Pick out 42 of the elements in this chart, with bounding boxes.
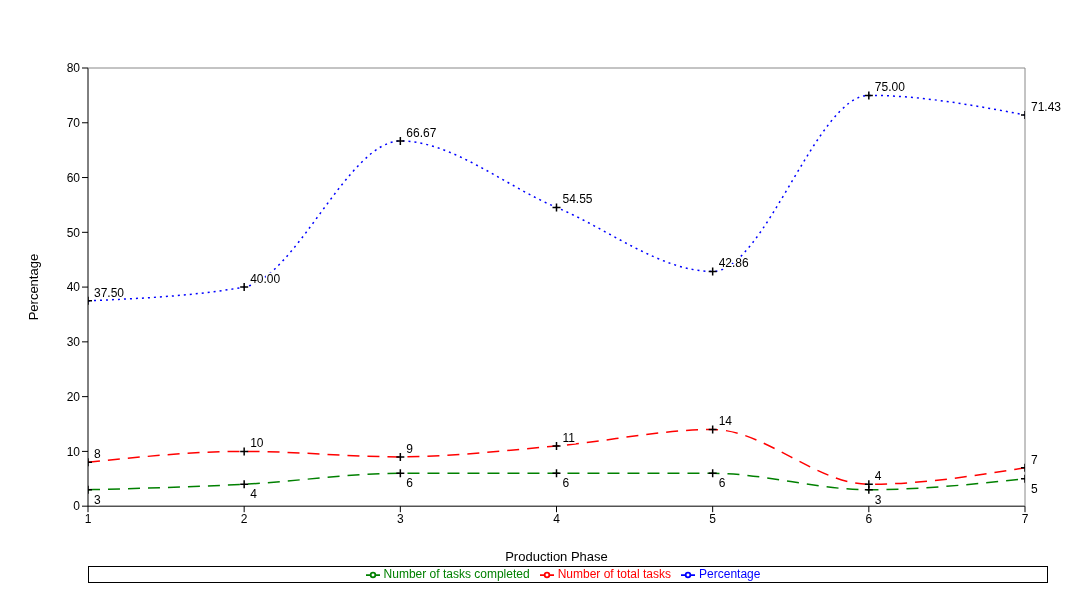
data-label: 4 <box>250 487 258 502</box>
data-label: 66.67 <box>406 126 437 141</box>
x-tick-label: 5 <box>709 511 717 526</box>
data-label: 4 <box>874 469 882 484</box>
data-label: 40.00 <box>250 272 281 287</box>
data-label: 71.43 <box>1031 99 1062 114</box>
y-tick-label: 60 <box>66 170 81 185</box>
data-label: 9 <box>406 441 414 456</box>
legend-label: Percentage <box>699 567 761 582</box>
y-tick-label: 80 <box>66 61 81 76</box>
y-tick-label: 20 <box>66 389 81 404</box>
y-tick-label: 30 <box>66 335 81 350</box>
data-label: 6 <box>406 476 414 491</box>
data-label: 6 <box>562 476 570 491</box>
data-label: 5 <box>1031 481 1038 496</box>
x-tick-label: 3 <box>396 511 404 526</box>
y-tick-label: 50 <box>66 225 81 240</box>
x-tick-label: 4 <box>553 511 561 526</box>
x-tick-label: 7 <box>1021 511 1029 526</box>
data-label: 8 <box>94 447 101 462</box>
data-label: 10 <box>250 436 264 451</box>
x-tick-label: 2 <box>240 511 248 526</box>
data-label: 37.50 <box>94 285 125 300</box>
data-label: 3 <box>94 492 101 507</box>
legend-label: Number of total tasks <box>557 567 672 582</box>
legend-label: Number of tasks completed <box>383 567 530 582</box>
data-label: 75.00 <box>874 80 906 95</box>
y-tick-label: 40 <box>66 280 81 295</box>
data-label: 11 <box>562 430 576 445</box>
y-axis-title: Percentage <box>25 253 41 321</box>
data-label: 42.86 <box>718 256 750 271</box>
x-tick-label: 1 <box>84 511 92 526</box>
data-label: 54.55 <box>562 192 593 207</box>
data-label: 7 <box>1031 452 1038 467</box>
y-tick-label: 0 <box>73 499 81 514</box>
y-tick-label: 70 <box>66 116 81 131</box>
x-tick-label: 6 <box>865 511 873 526</box>
y-tick-label: 10 <box>66 444 81 459</box>
data-label: 3 <box>874 492 882 507</box>
data-label: 14 <box>718 414 733 429</box>
x-axis-title: Production Phase <box>505 549 608 565</box>
data-label: 6 <box>718 476 726 491</box>
